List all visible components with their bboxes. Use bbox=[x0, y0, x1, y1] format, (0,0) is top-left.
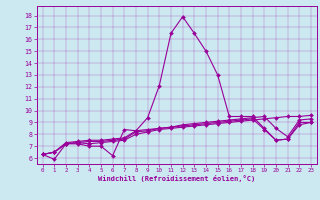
X-axis label: Windchill (Refroidissement éolien,°C): Windchill (Refroidissement éolien,°C) bbox=[98, 175, 255, 182]
